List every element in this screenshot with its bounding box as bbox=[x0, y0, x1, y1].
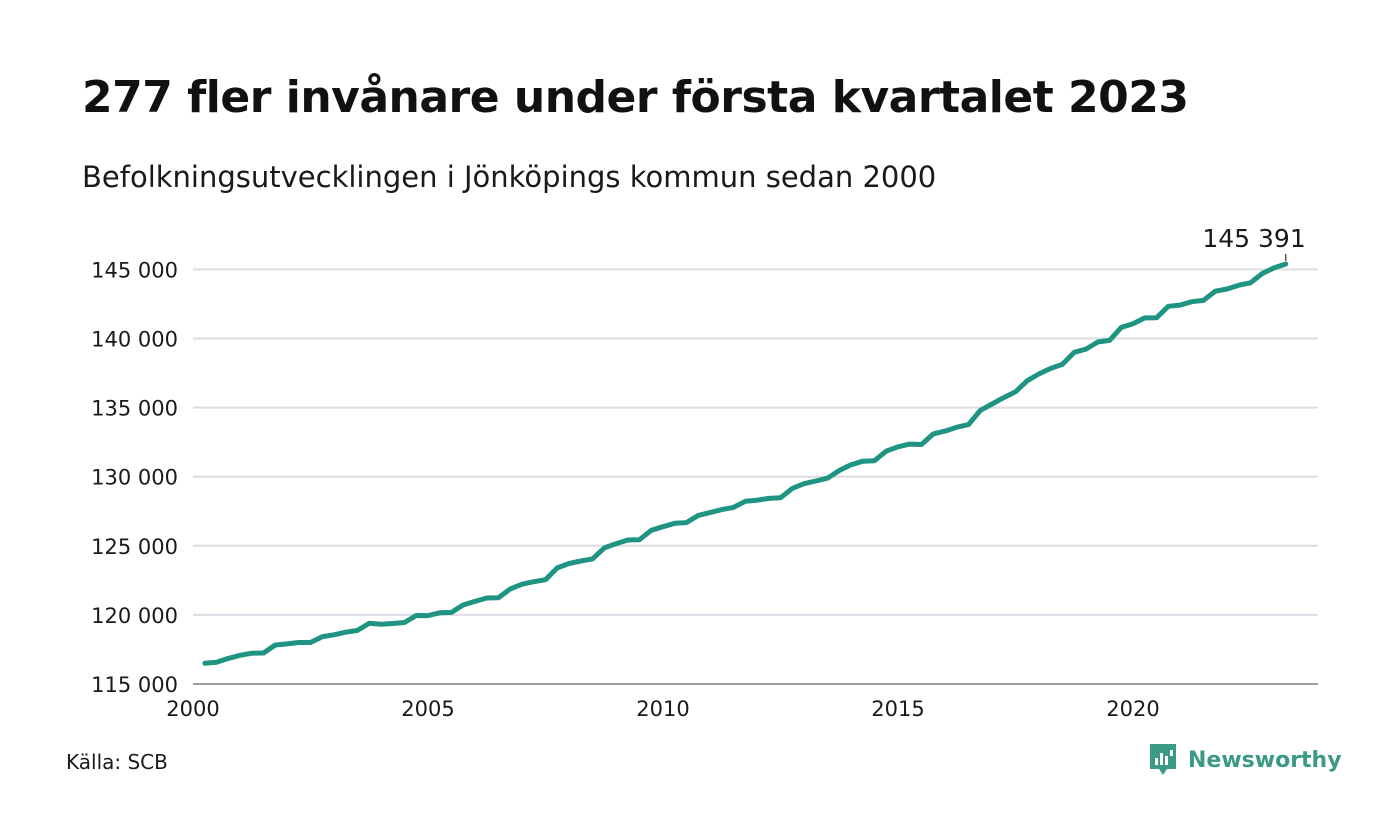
chart-title: 277 fler invånare under första kvartalet… bbox=[82, 72, 1189, 123]
x-tick-label: 2005 bbox=[401, 697, 454, 721]
newsworthy-logo-icon bbox=[1150, 744, 1176, 775]
end-value-label: 145 391 bbox=[1202, 224, 1305, 253]
y-tick-label: 115 000 bbox=[91, 673, 178, 697]
brand-name: Newsworthy bbox=[1188, 747, 1342, 773]
brand-logo: Newsworthy bbox=[1148, 742, 1342, 778]
x-tick-label: 2015 bbox=[871, 697, 924, 721]
x-tick-label: 2010 bbox=[636, 697, 689, 721]
source-note: Källa: SCB bbox=[66, 750, 168, 774]
y-tick-label: 140 000 bbox=[91, 328, 178, 352]
x-tick-label: 2000 bbox=[166, 697, 219, 721]
population-line bbox=[202, 261, 1289, 666]
chart-subtitle: Befolkningsutvecklingen i Jönköpings kom… bbox=[82, 160, 937, 194]
y-tick-label: 145 000 bbox=[91, 258, 178, 282]
y-tick-label: 120 000 bbox=[91, 604, 178, 628]
y-tick-label: 135 000 bbox=[91, 397, 178, 421]
x-tick-label: 2020 bbox=[1106, 697, 1159, 721]
y-tick-label: 125 000 bbox=[91, 535, 178, 559]
y-tick-label: 130 000 bbox=[91, 466, 178, 490]
